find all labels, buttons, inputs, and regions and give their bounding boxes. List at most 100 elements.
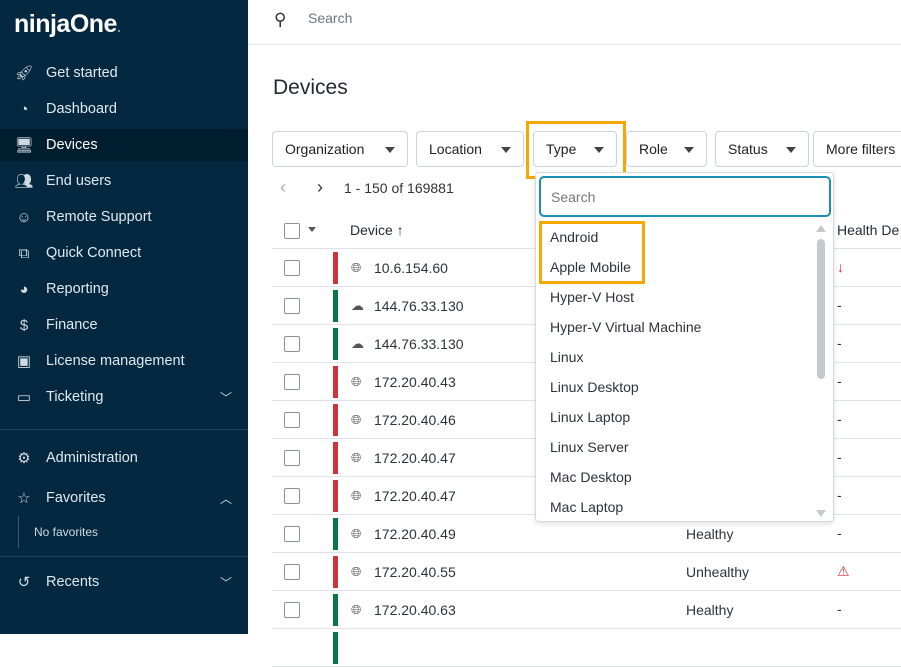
headset-icon: ☺: [16, 208, 32, 226]
sidebar-item-favorites[interactable]: ☆ Favorites ︿: [0, 482, 248, 514]
status-indicator-green: [333, 594, 338, 626]
select-menu-caret-icon[interactable]: [308, 227, 316, 232]
filter-more-filters[interactable]: More filters: [813, 131, 901, 167]
status-indicator-red: [333, 404, 338, 436]
status-indicator-green: [333, 328, 338, 360]
table-row[interactable]: 🌐︎ 172.20.40.63 Healthy -: [272, 591, 901, 629]
pagination-range: 1 - 150 of 169881: [344, 180, 454, 196]
device-name[interactable]: 144.76.33.130: [374, 336, 464, 352]
scroll-up-arrow[interactable]: [816, 225, 826, 232]
status-indicator-red: [333, 442, 338, 474]
divider: [0, 556, 248, 557]
sidebar-item-dashboard[interactable]: ◔ Dashboard: [0, 93, 248, 125]
prev-page-button[interactable]: ‹: [280, 177, 286, 197]
device-name[interactable]: 144.76.33.130: [374, 298, 464, 314]
column-health-detail[interactable]: Health De: [837, 222, 900, 238]
filter-type[interactable]: Type: [533, 131, 617, 167]
device-name[interactable]: 172.20.40.46: [374, 412, 456, 428]
cloud-icon: ☁: [351, 298, 364, 313]
screens-icon: ⧉: [18, 244, 30, 262]
sidebar-item-get-started[interactable]: 🚀︎ Get started: [14, 65, 118, 82]
row-checkbox[interactable]: [284, 260, 300, 276]
row-checkbox[interactable]: [284, 336, 300, 352]
table-row[interactable]: 🌐︎ 172.20.40.55 Unhealthy ⚠: [272, 553, 901, 591]
chevron-down-icon[interactable]: ﹀: [219, 575, 232, 590]
history-icon: ↺: [17, 574, 31, 591]
row-checkbox[interactable]: [284, 526, 300, 542]
health-status: Healthy: [686, 526, 734, 542]
column-device[interactable]: Device ↑: [350, 222, 404, 238]
sidebar-item-devices[interactable]: 🖥︎ Devices: [0, 129, 248, 161]
row-checkbox[interactable]: [284, 374, 300, 390]
table-row[interactable]: [272, 629, 901, 667]
health-detail: -: [837, 487, 842, 503]
health-detail: ↓: [837, 259, 844, 275]
sidebar-item-license-management[interactable]: ▣ License management: [0, 345, 248, 377]
sidebar-item-reporting[interactable]: ◕ Reporting: [0, 273, 248, 305]
select-all-checkbox[interactable]: [284, 223, 300, 239]
ninjaone-logo[interactable]: ninjaOne.: [14, 10, 121, 38]
globe-icon: 🌐︎: [351, 526, 362, 541]
health-detail: -: [837, 601, 842, 617]
next-page-button[interactable]: ›: [317, 177, 323, 197]
table-row[interactable]: 🌐︎ 172.20.40.49 Healthy -: [272, 515, 901, 553]
device-name[interactable]: 10.6.154.60: [374, 260, 448, 276]
sidebar-item-finance[interactable]: $ Finance: [0, 309, 248, 341]
dollar-icon: $: [19, 316, 29, 334]
users-icon: 👥︎: [14, 173, 34, 190]
search-icon: ⚲: [274, 10, 287, 29]
star-icon: ☆: [17, 490, 31, 507]
type-search-input[interactable]: [539, 176, 831, 217]
sidebar-item-end-users[interactable]: 👥︎ End users: [14, 173, 112, 190]
globe-icon: 🌐︎: [351, 260, 362, 275]
page-title: Devices: [273, 76, 348, 99]
type-option[interactable]: Linux Server: [550, 439, 629, 455]
type-option[interactable]: Linux Desktop: [550, 379, 639, 395]
device-name[interactable]: 172.20.40.63: [374, 602, 456, 618]
global-search-input[interactable]: [308, 10, 708, 26]
row-checkbox[interactable]: [284, 564, 300, 580]
sidebar-item-remote-support[interactable]: ☺ Remote Support: [0, 201, 248, 233]
chevron-up-icon[interactable]: ︿: [219, 491, 232, 506]
device-name[interactable]: 172.20.40.55: [374, 564, 456, 580]
scrollbar-thumb[interactable]: [817, 239, 825, 379]
device-name[interactable]: 172.20.40.47: [374, 488, 456, 504]
type-option[interactable]: Linux Laptop: [550, 409, 631, 425]
globe-icon: 🌐︎: [351, 602, 362, 617]
row-checkbox[interactable]: [284, 450, 300, 466]
box-icon: ▣: [16, 353, 32, 370]
scroll-down-arrow[interactable]: [816, 510, 826, 517]
caret-down-icon: [501, 147, 511, 153]
row-checkbox[interactable]: [284, 412, 300, 428]
device-name[interactable]: 172.20.40.47: [374, 450, 456, 466]
sidebar-item-administration[interactable]: ⚙ Administration: [0, 442, 248, 474]
type-option[interactable]: Hyper-V Host: [550, 289, 635, 305]
sidebar-item-recents[interactable]: ↺ Recents ﹀: [0, 566, 248, 598]
chevron-down-icon[interactable]: ﹀: [219, 390, 232, 405]
type-option[interactable]: Apple Mobile: [550, 259, 631, 275]
sidebar-item-quick-connect[interactable]: ⧉ Quick Connect: [0, 237, 248, 269]
filter-role[interactable]: Role: [626, 131, 707, 167]
type-option[interactable]: Hyper-V Virtual Machine: [550, 319, 702, 335]
type-option[interactable]: Mac Laptop: [550, 499, 624, 515]
type-option[interactable]: Linux: [550, 349, 584, 365]
caret-down-icon: [385, 147, 395, 153]
filter-organization[interactable]: Organization: [272, 131, 408, 167]
globe-icon: 🌐︎: [351, 488, 362, 503]
type-option[interactable]: Android: [550, 229, 599, 245]
divider: [18, 516, 19, 548]
device-name[interactable]: 172.20.40.49: [374, 526, 456, 542]
row-checkbox[interactable]: [284, 488, 300, 504]
status-indicator-red: [333, 252, 338, 284]
sidebar-item-ticketing[interactable]: ▭ Ticketing ﹀: [0, 381, 248, 413]
row-checkbox[interactable]: [284, 602, 300, 618]
health-detail: -: [837, 525, 842, 541]
row-checkbox[interactable]: [284, 298, 300, 314]
type-option[interactable]: Mac Desktop: [550, 469, 632, 485]
health-status: Unhealthy: [686, 564, 750, 580]
top-search-bar: ⚲: [248, 0, 901, 45]
filter-location[interactable]: Location: [416, 131, 524, 167]
health-detail: -: [837, 449, 842, 465]
device-name[interactable]: 172.20.40.43: [374, 374, 456, 390]
filter-status[interactable]: Status: [715, 131, 809, 167]
